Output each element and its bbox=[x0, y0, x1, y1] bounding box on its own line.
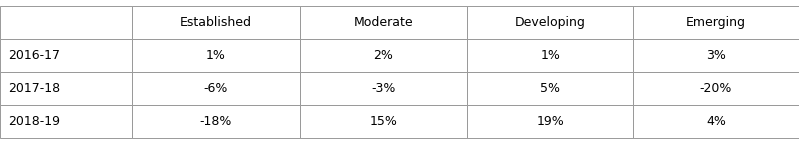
Bar bbox=[633, 72, 799, 105]
Bar bbox=[300, 105, 467, 138]
Text: Established: Established bbox=[180, 16, 252, 29]
Bar bbox=[132, 39, 300, 72]
Bar bbox=[0, 105, 132, 138]
Bar bbox=[132, 72, 300, 105]
Text: -20%: -20% bbox=[700, 82, 732, 95]
Text: 1%: 1% bbox=[206, 49, 225, 62]
Text: 2017-18: 2017-18 bbox=[8, 82, 60, 95]
Bar bbox=[300, 72, 467, 105]
Text: -18%: -18% bbox=[200, 115, 232, 128]
Bar bbox=[633, 105, 799, 138]
Text: 2018-19: 2018-19 bbox=[8, 115, 60, 128]
Bar bbox=[0, 72, 132, 105]
Bar bbox=[467, 105, 633, 138]
Bar bbox=[467, 72, 633, 105]
Text: 3%: 3% bbox=[706, 49, 725, 62]
Bar bbox=[132, 6, 300, 39]
Bar bbox=[300, 39, 467, 72]
Bar bbox=[0, 6, 132, 39]
Text: Developing: Developing bbox=[515, 16, 586, 29]
Bar bbox=[633, 39, 799, 72]
Text: 5%: 5% bbox=[540, 82, 560, 95]
Text: 19%: 19% bbox=[536, 115, 564, 128]
Text: 1%: 1% bbox=[540, 49, 560, 62]
Text: 4%: 4% bbox=[706, 115, 725, 128]
Text: 2%: 2% bbox=[374, 49, 393, 62]
Text: 15%: 15% bbox=[370, 115, 397, 128]
Text: -3%: -3% bbox=[372, 82, 396, 95]
Bar bbox=[300, 6, 467, 39]
Text: -6%: -6% bbox=[204, 82, 228, 95]
Bar bbox=[633, 6, 799, 39]
Text: 2016-17: 2016-17 bbox=[8, 49, 60, 62]
Bar bbox=[132, 105, 300, 138]
Text: Emerging: Emerging bbox=[686, 16, 746, 29]
Bar bbox=[467, 6, 633, 39]
Text: Moderate: Moderate bbox=[354, 16, 413, 29]
Bar bbox=[0, 39, 132, 72]
Bar bbox=[467, 39, 633, 72]
